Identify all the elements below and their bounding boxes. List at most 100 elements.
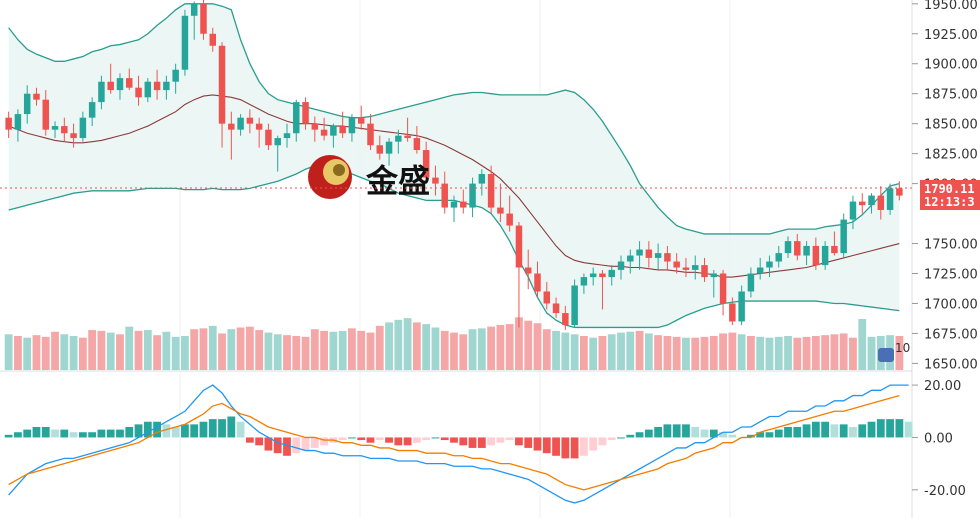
volume-bar: [190, 329, 199, 370]
macd-histogram-bar: [106, 429, 115, 438]
candle-body: [330, 126, 337, 136]
candle-body: [784, 241, 792, 254]
candle-body: [265, 129, 272, 146]
macd-histogram-bar: [756, 432, 765, 438]
volume-bar: [580, 336, 588, 370]
volume-bar: [88, 330, 97, 370]
countdown-value: 12:13:3: [924, 195, 975, 209]
candle-body: [794, 241, 801, 256]
candle-body: [497, 207, 504, 214]
volume-bar: [867, 336, 876, 370]
candle-body: [729, 303, 736, 322]
macd-histogram-bar: [14, 432, 22, 438]
logo-icon-dot: [333, 164, 345, 176]
price-tick-label: 1700.00: [924, 297, 978, 312]
candle-body: [88, 102, 96, 118]
volume-bar: [598, 336, 607, 370]
macd-histogram-bar: [496, 437, 505, 443]
volume-bar: [143, 330, 152, 370]
volume-bar: [310, 329, 319, 370]
volume-bar: [626, 331, 635, 370]
candle-body: [664, 253, 671, 262]
volume-bar: [51, 331, 59, 370]
volume-bar: [459, 334, 468, 370]
candle-body: [283, 133, 291, 139]
macd-histogram-bar: [227, 416, 236, 438]
macd-histogram-bar: [709, 429, 718, 438]
macd-histogram-bar: [477, 437, 486, 448]
macd-histogram-bar: [403, 437, 412, 446]
candle-body: [413, 138, 421, 151]
macd-histogram-bar: [765, 432, 774, 438]
candle-body: [589, 273, 597, 278]
macd-histogram-bar: [468, 437, 477, 448]
candle-body: [432, 177, 439, 184]
candle-body: [311, 123, 319, 130]
volume-bar: [422, 324, 431, 370]
candle-body: [107, 81, 114, 91]
candle-body: [218, 45, 226, 124]
candle-body: [209, 33, 217, 46]
candle-body: [710, 273, 718, 278]
volume-bar: [589, 337, 598, 370]
macd-histogram-bar: [515, 437, 523, 446]
volume-bar: [273, 334, 282, 370]
volume-bar: [4, 334, 13, 370]
macd-histogram-bar: [839, 424, 848, 438]
candle-body: [775, 253, 782, 262]
candle-body: [376, 145, 384, 154]
volume-bar: [14, 336, 22, 370]
macd-histogram-bar: [886, 419, 894, 438]
volume-bar: [301, 336, 310, 370]
price-axis: 1650.001675.001700.001725.001750.001800.…: [912, 0, 978, 499]
price-tick-label: 1725.00: [924, 268, 978, 283]
macd-histogram-bar: [97, 429, 106, 438]
volume-bar: [320, 330, 328, 370]
volume-bar: [691, 337, 700, 370]
candle-body: [422, 150, 430, 178]
candle-body: [79, 117, 87, 139]
candle-body: [840, 219, 847, 254]
volume-bar: [858, 319, 867, 370]
candle-body: [98, 81, 105, 103]
macd-histogram-bar: [747, 434, 755, 438]
macd-histogram-bar: [459, 437, 468, 446]
candle-body: [395, 135, 402, 142]
volume-bar: [450, 332, 458, 370]
volume-bar: [208, 325, 217, 370]
volume-bar: [116, 334, 124, 370]
candle-body: [812, 245, 820, 266]
volume-bar: [533, 323, 542, 370]
candle-body: [367, 123, 374, 146]
volume-bar: [756, 336, 765, 370]
candle-body: [506, 213, 513, 226]
candle-body: [385, 141, 393, 154]
volume-bar: [487, 326, 496, 370]
upper-band-line: [8, 3, 900, 235]
macd-tick-label: 0.00: [924, 431, 953, 446]
candle-body: [803, 245, 810, 256]
macd-histogram-bar: [366, 437, 375, 443]
watermark-text: 金盛: [365, 162, 430, 200]
volume-bar: [162, 331, 171, 370]
macd-histogram-bar: [561, 437, 570, 459]
volume-bar: [245, 326, 254, 370]
candle-body: [404, 135, 411, 139]
candle-body: [747, 273, 755, 292]
macd-histogram-bar: [199, 421, 208, 438]
macd-histogram-bar: [654, 426, 663, 438]
last-price-tag: 1790.11 12:13:3: [0, 180, 980, 210]
macd-histogram-bar: [617, 437, 625, 439]
candle-body: [738, 291, 745, 322]
candle-body: [339, 126, 346, 134]
macd-histogram-bar: [181, 424, 189, 438]
macd-panel: [4, 384, 913, 504]
volume-bar: [394, 319, 403, 370]
price-tick-label: 1925.00: [924, 28, 978, 43]
volume-bar: [171, 336, 180, 370]
macd-histogram-bar: [32, 426, 41, 438]
macd-tick-label: 20.00: [924, 379, 961, 394]
macd-histogram-bar: [784, 426, 792, 438]
candle-body: [673, 261, 680, 268]
candle-body: [172, 69, 179, 82]
